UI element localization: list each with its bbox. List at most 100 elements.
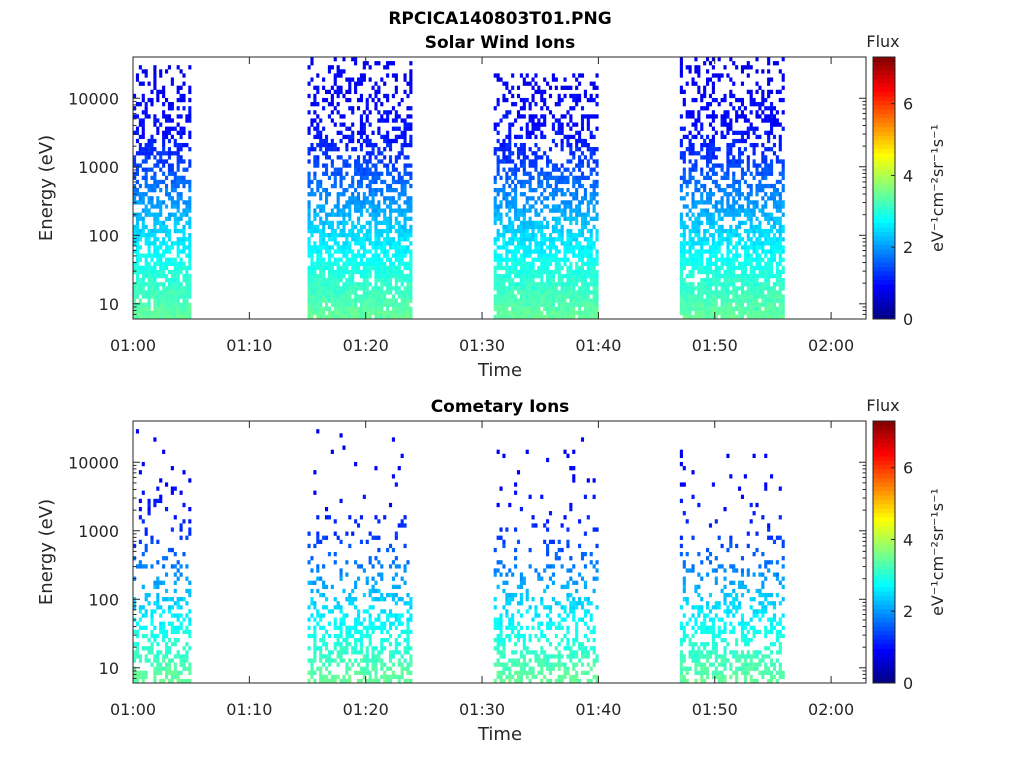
spectrogram-cell: [394, 200, 398, 205]
spectrogram-cell: [322, 97, 326, 103]
spectrogram-cell: [141, 269, 145, 275]
spectrogram-cell: [502, 265, 506, 271]
spectrogram-cell: [505, 179, 509, 185]
spectrogram-cell: [711, 237, 715, 242]
spectrogram-cell: [580, 253, 585, 258]
spectrogram-cell: [165, 192, 169, 197]
spectrogram-cell: [726, 265, 730, 271]
spectrogram-cell: [162, 637, 166, 643]
spectrogram-cell: [394, 114, 398, 119]
spectrogram-cell: [356, 171, 361, 176]
spectrogram-cell: [138, 282, 142, 287]
spectrogram-cell: [400, 142, 404, 148]
spectrogram-cell: [508, 122, 512, 127]
spectrogram-cell: [156, 601, 160, 606]
spectrogram-cell: [156, 179, 160, 185]
spectrogram-cell: [516, 208, 521, 213]
spectrogram-cell: [496, 167, 500, 172]
spectrogram-cell: [391, 73, 395, 78]
spectrogram-cell: [188, 118, 192, 123]
spectrogram-cell: [714, 147, 718, 152]
spectrogram-cell: [502, 237, 506, 242]
spectrogram-cell: [147, 167, 151, 172]
spectrogram-cell: [336, 290, 340, 295]
spectrogram-cell: [717, 163, 721, 168]
spectrogram-cell: [348, 208, 352, 213]
panel-solar-wind: Solar Wind Ions 01:00 01:10 01:20 01:30 01:4…: [36, 32, 947, 381]
spectrogram-cell: [781, 97, 785, 103]
spectrogram-cell: [711, 97, 715, 103]
spectrogram-cell: [758, 269, 762, 275]
spectrogram-cell: [502, 314, 506, 320]
spectrogram-cell: [761, 102, 765, 107]
spectrogram-cell: [743, 118, 747, 123]
spectrogram-cell: [557, 126, 561, 131]
spectrogram-cell: [732, 298, 736, 303]
spectrogram-cell: [583, 188, 587, 193]
spectrogram-cell: [147, 228, 151, 234]
spectrogram-cell: [694, 261, 698, 266]
spectrogram-cell: [528, 159, 532, 164]
spectrogram-cell: [679, 233, 683, 238]
spectrogram-cell: [336, 212, 340, 217]
spectrogram-cell: [377, 286, 381, 291]
spectrogram-cell: [580, 290, 585, 295]
spectrogram-cell: [135, 228, 140, 234]
spectrogram-cell: [717, 249, 721, 254]
spectrogram-cell: [156, 257, 160, 262]
spectrogram-cell: [354, 171, 358, 176]
spectrogram-cell: [703, 302, 707, 307]
spectrogram-cell: [397, 224, 401, 230]
spectrogram-cell: [717, 306, 721, 312]
spectrogram-cell: [167, 646, 172, 651]
spectrogram-cell: [688, 110, 692, 115]
spectrogram-cell: [162, 249, 166, 254]
spectrogram-cell: [758, 310, 762, 316]
spectrogram-cell: [176, 245, 180, 250]
spectrogram-cell: [133, 188, 137, 193]
spectrogram-cell: [316, 159, 320, 164]
spectrogram-cell: [354, 237, 358, 242]
spectrogram-cell: [755, 253, 759, 258]
spectrogram-cell: [505, 97, 509, 103]
spectrogram-cell: [397, 228, 401, 234]
spectrogram-cell: [508, 228, 512, 234]
spectrogram-cell: [703, 249, 707, 254]
spectrogram-cell: [758, 114, 762, 119]
spectrogram-cell: [557, 97, 561, 103]
spectrogram-cell: [391, 163, 395, 168]
spectrogram-cell: [362, 171, 366, 176]
spectrogram-cell: [703, 93, 707, 99]
spectrogram-cell: [580, 224, 585, 230]
spectrogram-cell: [176, 265, 180, 271]
spectrogram-cell: [566, 286, 570, 291]
x-tick-label: 02:00: [808, 336, 854, 355]
spectrogram-cell: [307, 200, 311, 205]
spectrogram-cell: [578, 286, 582, 291]
spectrogram-cell: [703, 306, 707, 312]
spectrogram-cell: [761, 282, 765, 287]
spectrogram-cell: [525, 282, 529, 287]
spectrogram-cell: [351, 130, 355, 135]
spectrogram-cell: [505, 265, 509, 271]
spectrogram-cell: [775, 118, 779, 123]
spectrogram-cell: [176, 167, 180, 172]
spectrogram-cell: [717, 224, 721, 230]
spectrogram-cell: [540, 228, 544, 234]
spectrogram-cell: [557, 237, 561, 242]
spectrogram-cell: [525, 81, 529, 86]
spectrogram-cell: [700, 167, 704, 172]
spectrogram-cell: [499, 175, 503, 181]
spectrogram-cell: [409, 114, 413, 119]
spectrogram-cell: [307, 65, 311, 70]
spectrogram-cell: [578, 249, 582, 254]
spectrogram-cell: [519, 261, 523, 266]
spectrogram-cell: [761, 245, 765, 250]
spectrogram-cell: [165, 597, 169, 602]
spectrogram-cell: [700, 212, 704, 217]
spectrogram-cell: [589, 302, 593, 307]
spectrogram-cell: [519, 237, 523, 242]
spectrogram-cell: [409, 290, 413, 295]
spectrogram-cell: [546, 175, 550, 181]
colorbar-segment: [873, 126, 895, 132]
